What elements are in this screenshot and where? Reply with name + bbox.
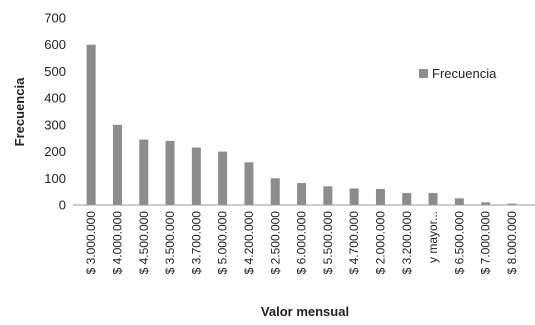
- bar: [113, 125, 122, 205]
- bar: [192, 148, 201, 205]
- x-tick-label: $ 4.200.000: [242, 211, 256, 275]
- bar: [166, 141, 175, 205]
- x-tick-label: $ 2.000.000: [373, 211, 387, 275]
- y-tick-label: 700: [44, 11, 66, 26]
- bar: [139, 140, 148, 205]
- y-tick-label: 500: [44, 64, 66, 79]
- x-tick-label: $ 3.200.000: [400, 211, 414, 275]
- x-tick-label: $ 4.500.000: [137, 211, 151, 275]
- x-tick-label: $ 3.500.000: [163, 211, 177, 275]
- y-tick-label: 600: [44, 37, 66, 52]
- bar: [271, 178, 280, 205]
- y-tick-label: 200: [44, 144, 66, 159]
- x-axis-title: Valor mensual: [261, 304, 349, 319]
- x-tick-label: $ 5.500.000: [321, 211, 335, 275]
- x-tick-label: $ 3.000.000: [84, 211, 98, 275]
- x-tick-label: y mayor...: [426, 211, 440, 263]
- y-tick-label: 0: [59, 198, 66, 213]
- bar: [297, 183, 306, 205]
- bar: [376, 189, 385, 205]
- bar: [87, 45, 96, 205]
- y-tick-label: 100: [44, 171, 66, 186]
- bar: [350, 188, 359, 205]
- x-tick-label: $ 5.000.000: [216, 211, 230, 275]
- legend: Frecuencia: [419, 66, 497, 81]
- x-tick-label: $ 2.500.000: [268, 211, 282, 275]
- y-tick-label: 400: [44, 91, 66, 106]
- x-tick-label: $ 3.700.000: [189, 211, 203, 275]
- bar: [218, 152, 227, 205]
- x-tick-label: $ 6.000.000: [295, 211, 309, 275]
- y-axis-title: Frecuencia: [12, 77, 27, 146]
- x-tick-label: $ 6.500.000: [452, 211, 466, 275]
- legend-swatch: [419, 69, 428, 78]
- x-tick-label: $ 8.000.000: [505, 211, 519, 275]
- bar: [429, 193, 438, 205]
- bar: [402, 193, 411, 205]
- x-tick-label: $ 7.000.000: [479, 211, 493, 275]
- bar: [323, 186, 332, 205]
- x-tick-label: $ 4.700.000: [347, 211, 361, 275]
- y-tick-label: 300: [44, 117, 66, 132]
- bar: [244, 162, 253, 205]
- bar: [455, 198, 464, 205]
- x-tick-label: $ 4.000.000: [110, 211, 124, 275]
- legend-label: Frecuencia: [432, 66, 497, 81]
